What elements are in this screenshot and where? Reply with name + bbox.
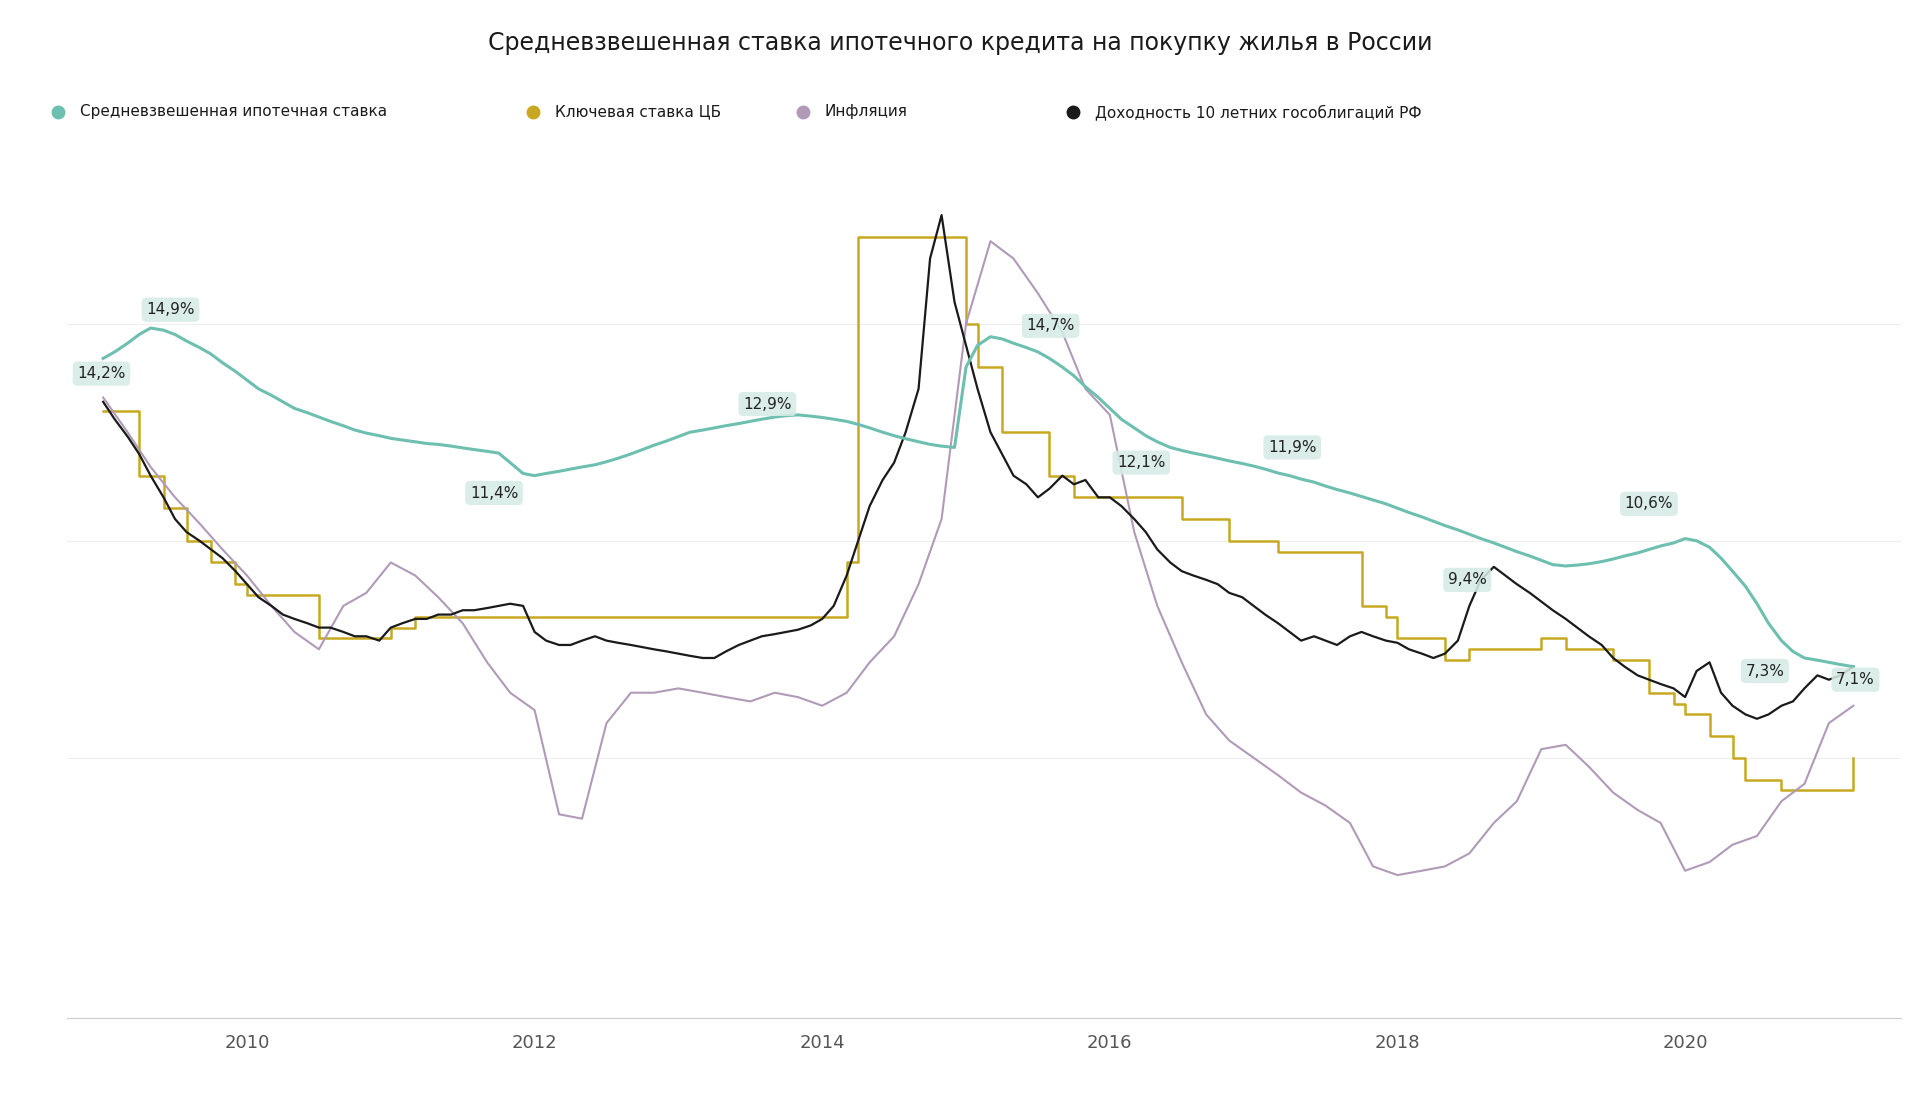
Text: 11,4%: 11,4% xyxy=(470,485,518,500)
Text: Средневзвешенная ставка ипотечного кредита на покупку жилья в России: Средневзвешенная ставка ипотечного креди… xyxy=(488,32,1432,56)
Text: 14,7%: 14,7% xyxy=(1027,319,1075,333)
Text: 12,1%: 12,1% xyxy=(1117,456,1165,470)
Text: Инфляция: Инфляция xyxy=(826,104,908,119)
Text: 7,3%: 7,3% xyxy=(1745,664,1784,679)
Text: Доходность 10 летних гособлигаций РФ: Доходность 10 летних гособлигаций РФ xyxy=(1094,104,1421,120)
Text: 9,4%: 9,4% xyxy=(1448,573,1486,587)
Text: Средневзвешенная ипотечная ставка: Средневзвешенная ипотечная ставка xyxy=(81,104,388,119)
Text: 11,9%: 11,9% xyxy=(1267,440,1317,454)
Text: 14,9%: 14,9% xyxy=(146,302,194,318)
Text: 10,6%: 10,6% xyxy=(1624,496,1672,511)
Text: 12,9%: 12,9% xyxy=(743,396,791,412)
Text: Ключевая ставка ЦБ: Ключевая ставка ЦБ xyxy=(555,104,722,119)
Text: 14,2%: 14,2% xyxy=(77,366,125,381)
Text: 7,1%: 7,1% xyxy=(1836,672,1874,688)
